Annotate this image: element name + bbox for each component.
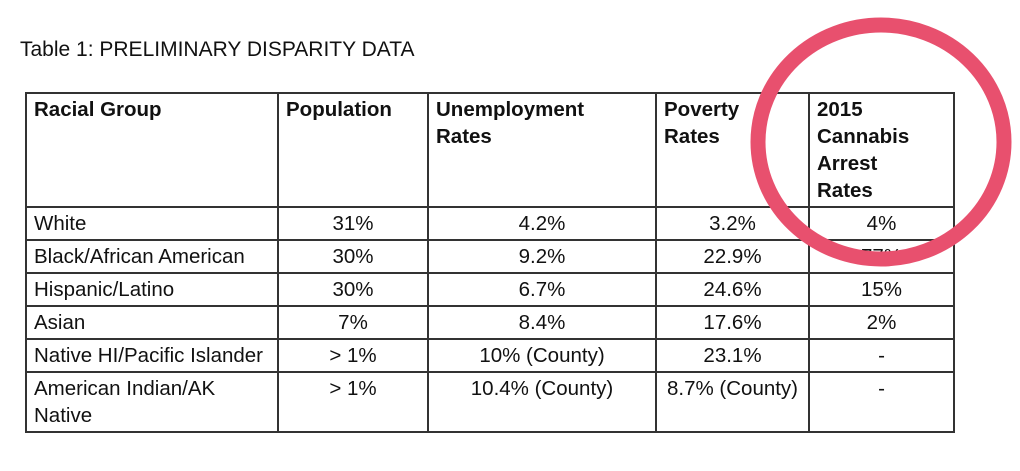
cell-poverty: 3.2% [655,206,810,241]
table-title: Table 1: PRELIMINARY DISPARITY DATA [20,38,415,61]
cell-unemployment: 8.4% [427,305,657,340]
header-row: Racial Group Population Unemployment Rat… [25,92,955,208]
cell-arrest-rate: 77% [808,239,955,274]
cell-arrest-rate: - [808,371,955,433]
cell-racial-group: American Indian/AK Native [25,371,279,433]
cell-population: 30% [277,239,429,274]
cell-poverty: 17.6% [655,305,810,340]
table-row: American Indian/AK Native > 1% 10.4% (Coun… [25,371,955,433]
cell-racial-group: Hispanic/Latino [25,272,279,307]
cell-poverty: 23.1% [655,338,810,373]
cell-unemployment: 9.2% [427,239,657,274]
cell-unemployment: 4.2% [427,206,657,241]
cell-unemployment: 10.4% (County) [427,371,657,433]
cell-population: 30% [277,272,429,307]
table-row: Hispanic/Latino 30% 6.7% 24.6% 15% [25,272,955,307]
cell-population: > 1% [277,371,429,433]
cell-population: 7% [277,305,429,340]
header-arrest-rates: 2015 Cannabis Arrest Rates [808,92,955,208]
header-unemployment: Unemployment Rates [427,92,657,208]
cell-arrest-rate: - [808,338,955,373]
cell-population: > 1% [277,338,429,373]
cell-racial-group: Asian [25,305,279,340]
cell-poverty: 22.9% [655,239,810,274]
cell-unemployment: 10% (County) [427,338,657,373]
disparity-table: Racial Group Population Unemployment Rat… [25,92,955,433]
header-population: Population [277,92,429,208]
cell-poverty: 8.7% (County) [655,371,810,433]
table-row: Native HI/Pacific Islander > 1% 10% (Count… [25,338,955,373]
header-racial-group: Racial Group [25,92,279,208]
cell-arrest-rate: 15% [808,272,955,307]
table-row: Asian 7% 8.4% 17.6% 2% [25,305,955,340]
cell-population: 31% [277,206,429,241]
cell-poverty: 24.6% [655,272,810,307]
cell-racial-group: White [25,206,279,241]
cell-racial-group: Black/African American [25,239,279,274]
cell-racial-group: Native HI/Pacific Islander [25,338,279,373]
table-row: Black/African American 30% 9.2% 22.9% 77% [25,239,955,274]
header-poverty: Poverty Rates [655,92,810,208]
cell-unemployment: 6.7% [427,272,657,307]
table-row: White 31% 4.2% 3.2% 4% [25,206,955,241]
cell-arrest-rate: 2% [808,305,955,340]
cell-arrest-rate: 4% [808,206,955,241]
